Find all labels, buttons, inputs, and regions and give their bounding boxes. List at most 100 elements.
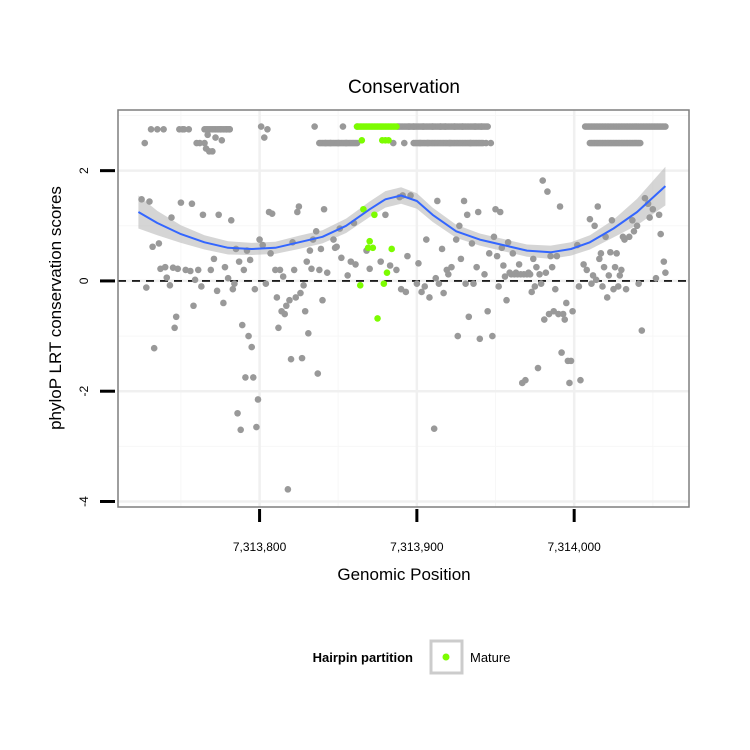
data-point xyxy=(539,177,547,184)
data-point xyxy=(259,241,267,249)
data-point xyxy=(655,211,663,219)
data-point xyxy=(209,148,216,155)
data-point xyxy=(561,316,569,323)
mature-point xyxy=(393,123,400,130)
data-point xyxy=(191,276,199,284)
data-point xyxy=(596,255,603,263)
data-point xyxy=(515,261,523,268)
data-point xyxy=(441,123,449,130)
data-point xyxy=(622,285,630,293)
data-point xyxy=(544,188,551,195)
data-point xyxy=(454,332,462,340)
data-point xyxy=(415,259,422,267)
data-point xyxy=(284,486,292,493)
legend: Hairpin partition Mature xyxy=(313,639,510,675)
data-point xyxy=(467,139,474,147)
data-point xyxy=(594,203,602,210)
data-point xyxy=(429,123,436,130)
data-point xyxy=(559,310,567,318)
y-tick-label: 2 xyxy=(77,167,91,174)
data-point xyxy=(317,245,325,253)
data-point xyxy=(482,139,490,147)
data-point xyxy=(586,215,594,223)
mature-point xyxy=(383,269,391,276)
data-point xyxy=(618,266,625,274)
data-point xyxy=(268,210,276,217)
data-point xyxy=(577,376,584,384)
data-point xyxy=(456,222,463,230)
data-point xyxy=(218,137,226,144)
data-point xyxy=(426,294,433,301)
data-point xyxy=(295,203,303,210)
data-point xyxy=(435,280,443,287)
data-point xyxy=(160,125,167,133)
data-point xyxy=(297,289,304,297)
data-point xyxy=(646,214,653,221)
data-point xyxy=(199,211,207,219)
data-point xyxy=(147,125,155,133)
data-point xyxy=(171,324,178,332)
data-point xyxy=(484,307,491,315)
data-point xyxy=(400,139,408,147)
panel-border xyxy=(117,109,690,508)
data-point xyxy=(177,199,185,206)
smooth-line-layer xyxy=(137,185,667,254)
data-point xyxy=(316,266,323,274)
data-point xyxy=(344,272,351,279)
data-point xyxy=(551,285,559,293)
data-point xyxy=(185,125,193,133)
x-axis-ticks: 7,313,800 7,313,900 7,314,000 xyxy=(233,509,601,554)
data-point xyxy=(290,266,298,274)
data-point xyxy=(446,139,454,147)
data-point xyxy=(154,125,161,133)
data-point xyxy=(418,288,425,296)
data-point xyxy=(216,125,224,133)
data-point xyxy=(563,299,570,307)
data-point xyxy=(333,243,340,251)
data-point xyxy=(227,216,235,224)
data-point xyxy=(212,134,219,141)
data-point xyxy=(248,343,256,351)
data-point xyxy=(607,248,614,256)
data-point xyxy=(246,256,254,264)
data-point xyxy=(421,283,429,290)
mature-point xyxy=(356,282,364,289)
y-tick-label: -2 xyxy=(77,386,91,397)
data-point xyxy=(314,370,322,377)
data-point xyxy=(636,139,644,147)
data-point xyxy=(141,139,149,147)
data-point xyxy=(305,330,312,337)
data-point xyxy=(327,139,334,147)
data-point xyxy=(339,123,347,130)
data-point xyxy=(267,250,274,257)
data-point xyxy=(638,327,646,334)
data-point xyxy=(190,302,197,310)
x-axis-title: Genomic Position xyxy=(337,565,470,584)
data-point xyxy=(298,354,306,362)
x-tick-label: 7,314,000 xyxy=(547,540,601,554)
data-point xyxy=(213,287,221,295)
data-point xyxy=(338,254,345,262)
data-point xyxy=(322,139,329,147)
data-point xyxy=(438,245,446,253)
data-point xyxy=(410,123,418,130)
data-point xyxy=(633,222,641,230)
data-point xyxy=(597,250,605,257)
mature-point xyxy=(369,244,377,252)
data-point xyxy=(253,423,260,431)
data-point xyxy=(489,332,496,340)
data-point xyxy=(448,263,455,271)
mature-point xyxy=(385,137,392,144)
points-layer xyxy=(138,123,669,493)
data-point xyxy=(292,294,300,301)
data-point xyxy=(630,228,638,235)
data-point xyxy=(257,123,265,130)
data-point xyxy=(470,280,477,287)
data-point xyxy=(558,349,565,356)
data-point xyxy=(660,258,668,265)
data-point xyxy=(386,262,394,269)
data-point xyxy=(462,280,469,287)
data-point xyxy=(237,426,244,434)
data-point xyxy=(542,269,550,276)
